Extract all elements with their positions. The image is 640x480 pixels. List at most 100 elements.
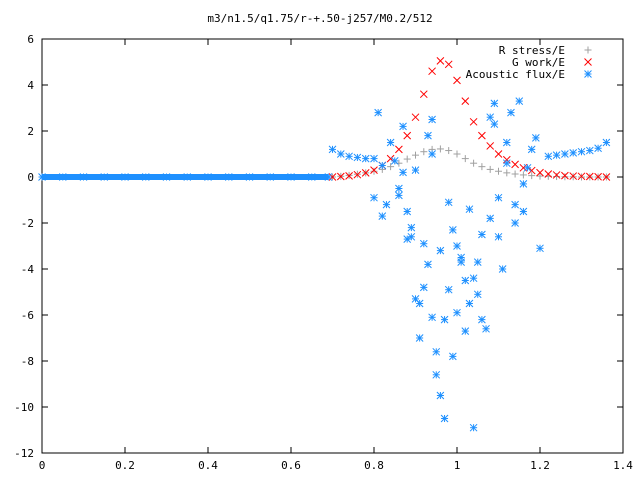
plot-frame	[41, 38, 624, 454]
point-2-17	[345, 152, 353, 161]
point-2-55	[507, 108, 515, 117]
point-2-16	[336, 150, 345, 158]
point-1-8	[395, 145, 403, 154]
x-tick-label: 1	[454, 459, 461, 472]
point-2-42	[453, 308, 461, 317]
y-tick-label: -6	[21, 309, 34, 322]
point-2-59	[523, 163, 532, 172]
point-2-58	[519, 180, 528, 188]
point-2-83	[440, 315, 449, 324]
point-2-48	[478, 230, 486, 239]
point-2-67	[577, 147, 586, 156]
point-2-45	[465, 205, 474, 214]
point-0-22	[511, 170, 519, 178]
point-2-20	[370, 154, 378, 163]
point-2-34	[424, 260, 432, 269]
point-1-4	[361, 169, 370, 177]
point-1-29	[569, 172, 578, 180]
point-2-77	[511, 219, 519, 227]
point-2-78	[424, 131, 432, 140]
point-0-17	[470, 159, 478, 167]
point-1-1	[336, 172, 345, 181]
y-tick-label: -2	[21, 217, 34, 230]
point-0-24	[528, 172, 536, 180]
point-0-21	[503, 169, 511, 177]
point-1-10	[411, 113, 420, 122]
point-2-56	[511, 200, 519, 209]
point-2-50	[486, 214, 495, 223]
legend-label-0: R stress/E	[499, 44, 565, 57]
point-1-33	[602, 173, 611, 181]
point-0-27	[553, 173, 561, 181]
point-2-65	[561, 150, 569, 158]
point-2-30	[411, 166, 420, 174]
point-2-19	[361, 154, 370, 163]
y-axis: 6 4 2 0 -2 -4 -6 -8 -10 -12	[14, 33, 623, 460]
point-2-89	[502, 138, 511, 147]
point-0-28	[561, 173, 569, 181]
point-2-51	[490, 120, 499, 128]
point-2-36	[428, 313, 436, 322]
point-2-6	[162, 173, 171, 181]
point-1-5	[370, 166, 378, 174]
point-2-60	[527, 145, 536, 154]
point-2-68	[585, 146, 594, 155]
point-2-33	[419, 239, 428, 248]
point-0-25	[536, 172, 544, 180]
point-2-97	[473, 290, 482, 299]
point-2-69	[594, 144, 602, 153]
point-2-3	[100, 173, 109, 181]
legend-marker-1	[584, 58, 592, 66]
x-tick-label: 1.2	[530, 459, 550, 472]
legend-label-1: G work/E	[512, 56, 565, 69]
point-2-84	[453, 242, 461, 250]
point-2-53	[498, 265, 507, 273]
point-2-8	[204, 173, 212, 181]
point-2-95	[457, 258, 466, 266]
point-1-11	[419, 90, 428, 99]
point-0-10	[412, 151, 419, 159]
point-2-93	[399, 168, 407, 177]
point-2-57	[515, 97, 524, 105]
point-2-92	[370, 193, 378, 202]
point-0-5	[370, 167, 378, 175]
point-2-61	[531, 134, 540, 142]
point-2-64	[552, 151, 561, 160]
x-tick-label: 0.6	[281, 459, 301, 472]
point-2-24	[386, 138, 395, 147]
point-2-82	[432, 347, 441, 356]
point-1-16	[461, 97, 470, 105]
point-2-14	[324, 173, 333, 181]
point-2-40	[444, 285, 453, 294]
point-1-27	[552, 171, 561, 179]
chart-title: m3/n1.5/q1.75/r-+.50-j257/M0.2/512	[207, 12, 432, 25]
point-0-9	[403, 155, 411, 163]
point-1-19	[486, 142, 495, 150]
x-tick-label: 0.4	[198, 459, 218, 472]
point-0-20	[495, 167, 502, 175]
point-2-73	[419, 283, 428, 292]
point-2-75	[469, 274, 478, 283]
point-2-91	[378, 212, 387, 220]
point-2-71	[395, 191, 403, 200]
point-2-23	[382, 200, 391, 209]
point-0-13	[436, 145, 444, 153]
point-1-2	[345, 171, 353, 180]
x-tick-label: 0.8	[364, 459, 384, 472]
data-marks	[38, 56, 611, 432]
point-2-29	[407, 223, 416, 232]
point-2-86	[415, 299, 424, 308]
point-1-14	[444, 60, 453, 69]
point-2-38	[436, 391, 445, 400]
legend-label-2: Acoustic flux/E	[466, 68, 565, 81]
point-2-74	[436, 246, 445, 255]
point-2-96	[465, 299, 474, 308]
series-0	[329, 145, 610, 181]
point-0-15	[453, 150, 461, 158]
point-0-11	[420, 148, 428, 156]
x-axis: 0 0.2 0.4 0.6 0.8 1 1.2 1.4	[39, 39, 633, 472]
point-0-7	[387, 163, 395, 171]
point-2-88	[486, 113, 495, 122]
point-2-32	[415, 334, 424, 342]
